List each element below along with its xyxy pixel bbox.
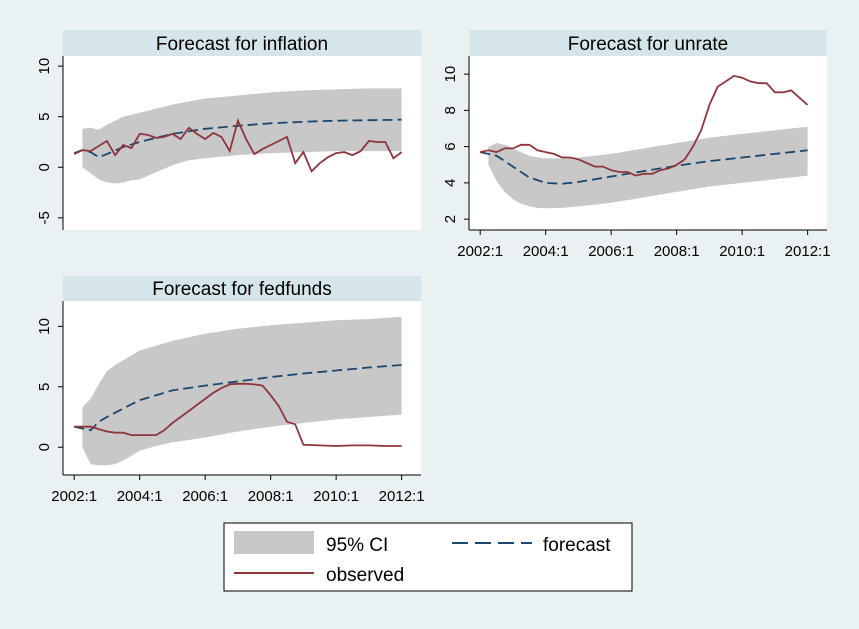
y-tick-label: -5 <box>36 211 53 224</box>
y-tick-label: 4 <box>442 179 459 187</box>
panel-fedfunds: Forecast for fedfunds 0 5 10 2002:1 2004:1 200… <box>36 276 425 505</box>
observed-line <box>74 382 402 447</box>
forecast-line <box>480 149 808 185</box>
observed-line <box>480 74 809 177</box>
x-tick-label: 2008:1 <box>248 488 294 505</box>
panel-title-strip <box>63 276 421 301</box>
x-tick-label: 2006:1 <box>588 243 634 260</box>
observed-line <box>73 118 403 173</box>
ci-band <box>82 88 402 184</box>
legend-ci-swatch <box>234 531 314 554</box>
y-tick-label: 10 <box>36 58 53 75</box>
panel-title-strip <box>469 30 827 56</box>
y-tick-label: 5 <box>36 383 53 391</box>
y-tick-label: 10 <box>442 66 459 83</box>
panel-title: Forecast for fedfunds <box>152 279 332 300</box>
forecast-line <box>74 364 402 432</box>
plot-content <box>74 316 402 466</box>
y-tick-label: 0 <box>36 163 53 171</box>
x-tick-label: 2008:1 <box>654 243 700 260</box>
x-tick-label: 2010:1 <box>719 243 765 260</box>
panel-title: Forecast for inflation <box>156 34 328 55</box>
ci-band <box>82 316 402 466</box>
y-tick-label: 5 <box>36 113 53 121</box>
forecast-line <box>73 118 402 159</box>
x-tick-label: 2010:1 <box>313 488 359 505</box>
panel-unrate: Forecast for unrate 2 4 6 8 10 2002:1 2004:1 200… <box>442 30 831 260</box>
y-tick-label: 8 <box>442 106 459 114</box>
x-tick-label: 2002:1 <box>51 488 97 505</box>
y-tick-label: 0 <box>36 443 53 451</box>
x-tick-label: 2012:1 <box>785 243 831 260</box>
plot-content <box>480 74 809 209</box>
panel-title-strip <box>63 30 421 56</box>
y-tick-label: 10 <box>36 318 53 335</box>
legend-observed-label: observed <box>326 565 404 586</box>
x-tick-label: 2006:1 <box>182 488 228 505</box>
plot-content <box>73 88 403 184</box>
legend-forecast-label: forecast <box>543 535 611 556</box>
panel-title: Forecast for unrate <box>568 34 729 55</box>
x-tick-label: 2004:1 <box>117 488 163 505</box>
ci-band <box>488 126 808 209</box>
x-tick-label: 2002:1 <box>457 243 503 260</box>
panel-inflation: Forecast for inflation -5 0 5 10 <box>36 30 421 230</box>
x-tick-label: 2012:1 <box>379 488 425 505</box>
x-tick-label: 2004:1 <box>523 243 569 260</box>
y-tick-label: 2 <box>442 215 459 223</box>
y-tick-label: 6 <box>442 142 459 150</box>
legend: 95% CI forecast observed <box>223 522 633 592</box>
legend-ci-label: 95% CI <box>326 535 388 556</box>
